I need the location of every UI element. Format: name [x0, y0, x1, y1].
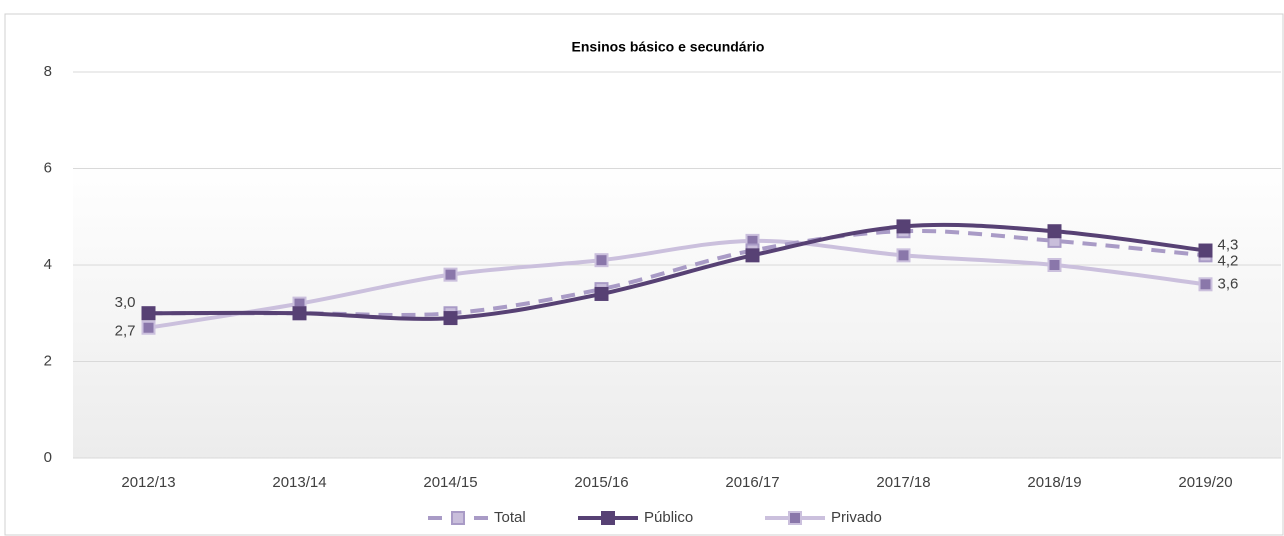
data-label: 2,7 — [115, 323, 136, 340]
plot-background — [73, 160, 1281, 458]
x-tick-label: 2016/17 — [725, 474, 779, 491]
marker — [443, 311, 458, 326]
x-tick-label: 2018/19 — [1027, 474, 1081, 491]
legend-label: Total — [494, 509, 526, 526]
data-label: 3,6 — [1218, 275, 1239, 292]
x-tick-label: 2013/14 — [272, 474, 326, 491]
x-tick-label: 2012/13 — [121, 474, 175, 491]
marker — [745, 248, 760, 263]
y-tick-label: 8 — [44, 63, 52, 80]
legend-label: Privado — [831, 509, 882, 526]
grid: 0 2 4 6 8 2012/13 2013/14 2014/15 2015/16 2016/17… — [44, 63, 1281, 491]
y-tick-label: 0 — [44, 449, 52, 466]
x-tick-label: 2014/15 — [423, 474, 477, 491]
marker — [141, 306, 156, 321]
marker — [1198, 277, 1213, 292]
legend-label: Público — [644, 509, 693, 526]
series-line — [148, 238, 1206, 330]
marker — [443, 267, 458, 282]
marker — [451, 511, 465, 525]
y-tick-label: 2 — [44, 352, 52, 369]
marker — [141, 320, 156, 335]
marker — [594, 253, 609, 268]
y-tick-label: 6 — [44, 159, 52, 176]
legend: Total Público Privado — [428, 509, 882, 526]
marker — [896, 219, 911, 234]
marker — [896, 248, 911, 263]
marker — [1047, 224, 1062, 239]
marker — [1047, 258, 1062, 272]
x-tick-label: 2015/16 — [574, 474, 628, 491]
marker — [594, 286, 609, 301]
chart-title: Ensinos básico e secundário — [572, 39, 765, 55]
plot: 2,7 3,6 4,2 3,0 4,3 — [115, 219, 1239, 340]
data-label: 4,2 — [1218, 252, 1239, 269]
x-tick-label: 2019/20 — [1178, 474, 1232, 491]
marker — [601, 511, 615, 525]
marker — [788, 511, 802, 525]
y-tick-label: 4 — [44, 256, 52, 273]
x-tick-label: 2017/18 — [876, 474, 930, 491]
data-label: 4,3 — [1218, 236, 1239, 253]
series-line — [148, 222, 1206, 321]
marker — [1198, 243, 1213, 258]
marker — [292, 306, 307, 321]
data-label: 3,0 — [115, 294, 136, 311]
